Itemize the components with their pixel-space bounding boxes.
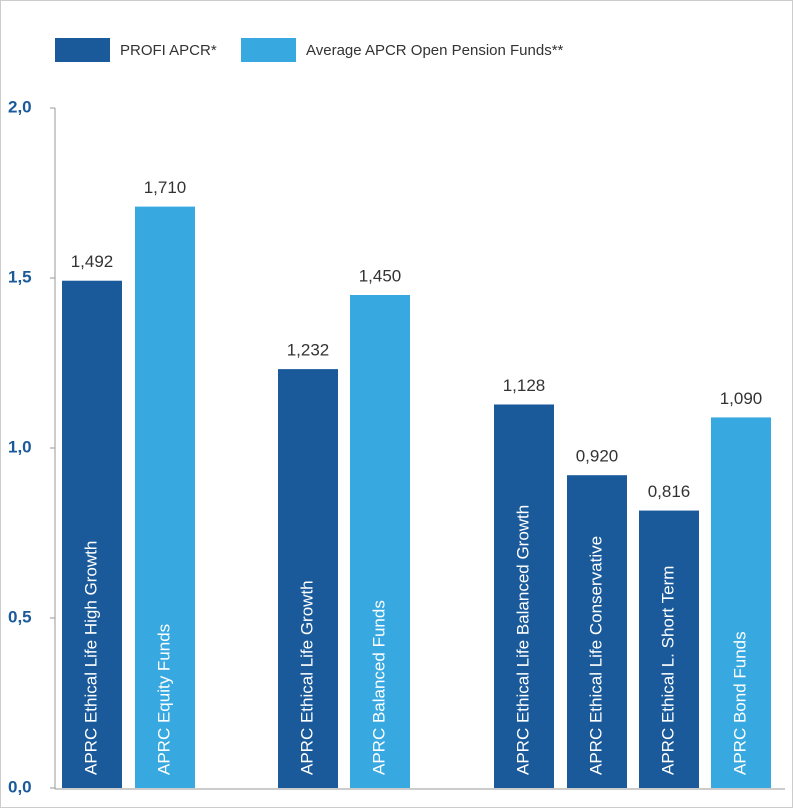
bar (494, 404, 554, 788)
value-label: 1,450 (359, 266, 402, 285)
bar (278, 369, 338, 788)
value-label: 1,232 (287, 341, 330, 360)
category-label: APRC Ethical Life Growth (297, 580, 316, 775)
value-label: 1,710 (144, 178, 187, 197)
category-label: APRC Ethical L. Short Term (658, 566, 677, 775)
legend-swatch (55, 38, 110, 62)
category-label: APRC Equity Funds (154, 624, 173, 775)
bar (350, 295, 410, 788)
category-label: APRC Ethical Life Balanced Growth (513, 505, 532, 775)
bar (62, 280, 122, 788)
bar (567, 475, 627, 788)
y-tick-label: 1,5 (8, 267, 32, 286)
y-tick-label: 0,5 (8, 607, 32, 626)
y-tick-label: 1,0 (8, 437, 32, 456)
bar (639, 510, 699, 788)
value-label: 0,816 (648, 482, 691, 501)
category-label: APRC Balanced Funds (369, 600, 388, 775)
category-label: APRC Ethical Life High Growth (81, 541, 100, 775)
value-label: 0,920 (576, 447, 619, 466)
legend-label: Average APCR Open Pension Funds** (306, 42, 564, 59)
value-label: 1,492 (71, 252, 114, 271)
value-label: 1,090 (720, 389, 763, 408)
legend-label: PROFI APCR* (120, 42, 217, 59)
category-label: APRC Ethical Life Conservative (586, 536, 605, 775)
y-tick-label: 2,0 (8, 97, 32, 116)
y-tick-label: 0,0 (8, 777, 32, 796)
legend-swatch (241, 38, 296, 62)
category-label: APRC Bond Funds (730, 631, 749, 775)
bar (135, 206, 195, 789)
value-label: 1,128 (503, 376, 546, 395)
bar (711, 417, 771, 788)
